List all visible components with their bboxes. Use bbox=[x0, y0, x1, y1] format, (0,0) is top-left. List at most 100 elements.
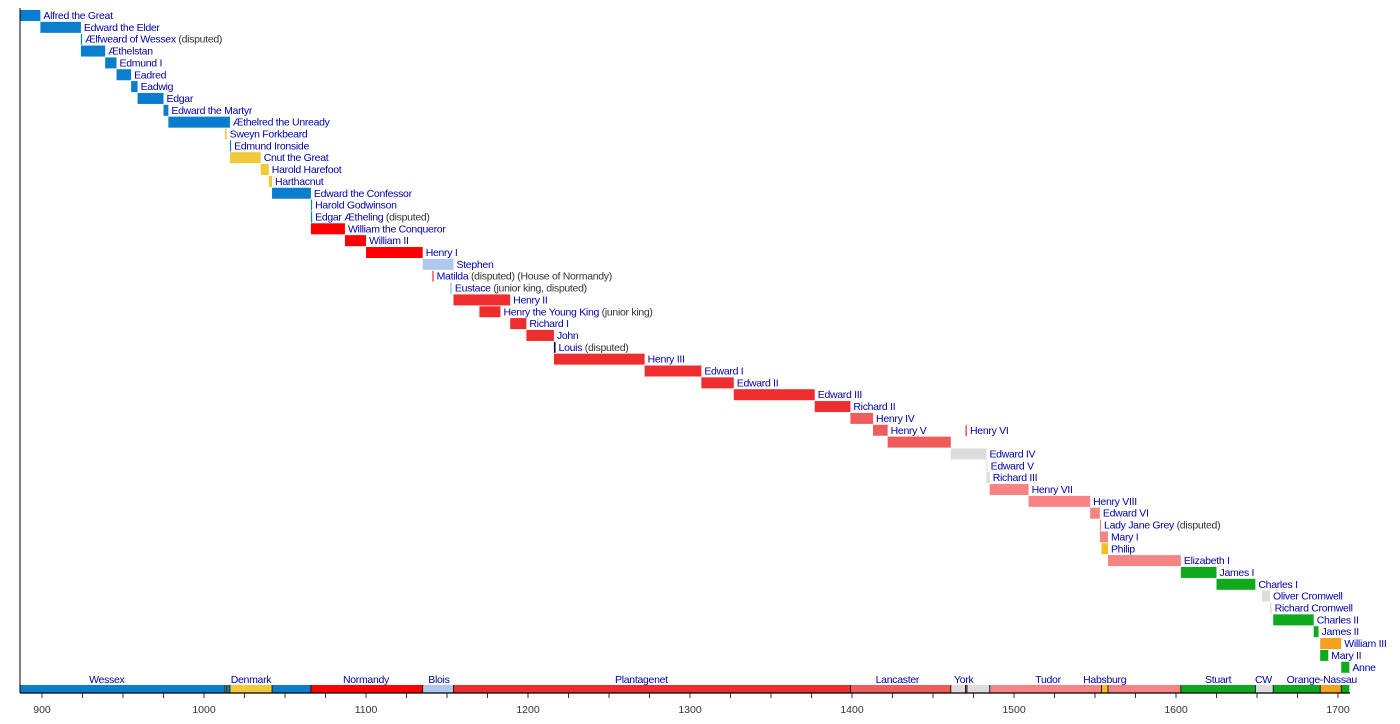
reign-bar-mary-i bbox=[1099, 531, 1108, 543]
reign-label-edward-iii: Edward III bbox=[818, 389, 862, 401]
monarch-note: (disputed) bbox=[176, 34, 222, 46]
reign-label-edgar-theling: Edgar Ætheling (disputed) bbox=[315, 211, 430, 223]
reign-label-cnut-the-great: Cnut the Great bbox=[264, 152, 329, 164]
reign-bar-edward-the-martyr bbox=[163, 104, 169, 116]
reign-bar-henry-vi-restored bbox=[965, 425, 968, 437]
monarch-name: Richard III bbox=[993, 472, 1038, 484]
monarch-name: Henry the Young King bbox=[503, 306, 599, 318]
reign-bar-edgar bbox=[137, 92, 164, 104]
reign-bar-edward-v bbox=[986, 460, 988, 472]
reign-label-richard-ii: Richard II bbox=[853, 401, 895, 413]
reign-label-edward-ii: Edward II bbox=[737, 377, 779, 389]
monarch-name: Sweyn Forkbeard bbox=[230, 129, 308, 141]
monarch-name: Edmund I bbox=[120, 57, 163, 69]
era-segment-normandy bbox=[310, 685, 423, 693]
reign-label-charles-ii: Charles II bbox=[1317, 614, 1359, 626]
reign-label-mary-i: Mary I bbox=[1111, 531, 1138, 543]
reign-label-henry-iv: Henry IV bbox=[876, 413, 915, 425]
monarch-name: Æthelred the Unready bbox=[233, 117, 331, 129]
reign-label-henry-ii: Henry II bbox=[513, 294, 547, 306]
monarch-name: Richard I bbox=[529, 318, 568, 330]
monarch-name: Edward I bbox=[704, 366, 743, 378]
reign-label-edmund-i: Edmund I bbox=[120, 57, 163, 69]
era-label-cw: CW bbox=[1255, 674, 1272, 686]
reign-label-alfred-the-great: Alfred the Great bbox=[43, 10, 113, 22]
reign-label-john: John bbox=[557, 330, 579, 342]
monarch-name: Edmund Ironside bbox=[234, 140, 309, 152]
monarch-name: John bbox=[557, 330, 579, 342]
reign-bar-matilda bbox=[432, 270, 434, 282]
era-segment-plantagenet bbox=[453, 685, 851, 693]
monarch-note: (junior king) bbox=[599, 306, 653, 318]
reign-bar-edward-i bbox=[644, 365, 702, 377]
reign-bar-louis bbox=[553, 341, 556, 353]
monarch-name: Charles II bbox=[1317, 614, 1359, 626]
era-segment bbox=[1273, 685, 1321, 693]
monarch-name: William III bbox=[1344, 638, 1386, 650]
reign-bar-sweyn-forkbeard bbox=[225, 128, 227, 140]
monarch-name: Henry II bbox=[513, 294, 547, 306]
x-tick-label-1700: 1700 bbox=[1326, 704, 1350, 716]
era-label-habsburg: Habsburg bbox=[1083, 674, 1127, 686]
reign-label-edward-i: Edward I bbox=[704, 366, 743, 378]
monarch-name: Cnut the Great bbox=[264, 152, 329, 164]
era-segment-habsburg bbox=[1101, 685, 1108, 693]
era-label-normandy: Normandy bbox=[343, 674, 390, 686]
reign-bar-richard-iii bbox=[986, 472, 990, 484]
era-label-blois: Blois bbox=[428, 674, 449, 686]
reign-bar-edward-vi bbox=[1090, 507, 1100, 519]
reign-label-sweyn-forkbeard: Sweyn Forkbeard bbox=[230, 129, 308, 141]
reign-bar-stephen bbox=[422, 258, 454, 270]
era-segment-orange-nassau bbox=[1320, 685, 1342, 693]
monarch-name: Matilda bbox=[437, 271, 469, 283]
monarch-name: Philip bbox=[1111, 543, 1135, 555]
era-label-stuart: Stuart bbox=[1205, 674, 1232, 686]
monarch-name: Edgar Ætheling bbox=[315, 211, 384, 223]
monarch-name: Alfred the Great bbox=[43, 10, 113, 22]
era-segment-denmark bbox=[229, 685, 273, 693]
reign-label-thelred-the-unready: Æthelred the Unready bbox=[233, 117, 331, 129]
reign-bar-lady-jane-grey bbox=[1099, 519, 1102, 531]
monarch-name: Henry I bbox=[426, 247, 458, 259]
monarch-name: Eadred bbox=[134, 69, 167, 81]
reign-label-harold-harefoot: Harold Harefoot bbox=[272, 164, 342, 176]
era-label-wessex: Wessex bbox=[89, 674, 125, 686]
monarch-name: Henry III bbox=[648, 354, 685, 366]
reign-label-philip: Philip bbox=[1111, 543, 1135, 555]
monarch-name: James II bbox=[1322, 626, 1359, 638]
reign-bar-richard-i bbox=[510, 318, 527, 330]
era-segment bbox=[965, 685, 968, 693]
era-segment bbox=[967, 685, 990, 693]
x-tick-label-1200: 1200 bbox=[516, 704, 540, 716]
monarch-name: Edward VI bbox=[1103, 508, 1149, 520]
reign-bar-henry-v bbox=[873, 424, 888, 436]
era-segment-tudor bbox=[989, 685, 1102, 693]
reign-bar-thelred-the-unready bbox=[168, 116, 230, 128]
reign-bar-thelstan bbox=[80, 45, 106, 57]
monarch-name: Henry VI bbox=[970, 425, 1008, 437]
reign-label-henry-i: Henry I bbox=[426, 247, 458, 259]
reign-bar-william-iii bbox=[1320, 638, 1342, 650]
monarch-name: Henry IV bbox=[876, 413, 915, 425]
reign-label-edward-vi: Edward VI bbox=[1103, 508, 1149, 520]
monarch-name: Henry VIII bbox=[1093, 496, 1137, 508]
x-tick-label-1100: 1100 bbox=[355, 704, 378, 716]
reign-label-eustace: Eustace (junior king, disputed) bbox=[455, 283, 587, 295]
reign-bar-eustace bbox=[450, 282, 452, 294]
era-segment-cw bbox=[1255, 685, 1274, 693]
era-segment-blois bbox=[422, 685, 454, 693]
x-tick-label-1400: 1400 bbox=[840, 704, 864, 716]
reign-bar-william-the-conqueror bbox=[310, 223, 345, 235]
monarch-name: Edgar bbox=[167, 93, 194, 105]
era-segment bbox=[272, 685, 311, 693]
reign-label-matilda: Matilda (disputed) (House of Normandy) bbox=[437, 271, 612, 283]
reign-bar-philip bbox=[1101, 543, 1108, 555]
monarch-name: Harthacnut bbox=[275, 176, 324, 188]
reign-label-james-ii: James II bbox=[1322, 626, 1359, 638]
monarch-name: Charles I bbox=[1258, 579, 1297, 591]
monarch-name: Lady Jane Grey bbox=[1104, 520, 1175, 532]
reign-label-louis: Louis (disputed) bbox=[559, 342, 629, 354]
era-label-tudor: Tudor bbox=[1035, 674, 1061, 686]
reign-bar-oliver-cromwell bbox=[1261, 590, 1270, 602]
